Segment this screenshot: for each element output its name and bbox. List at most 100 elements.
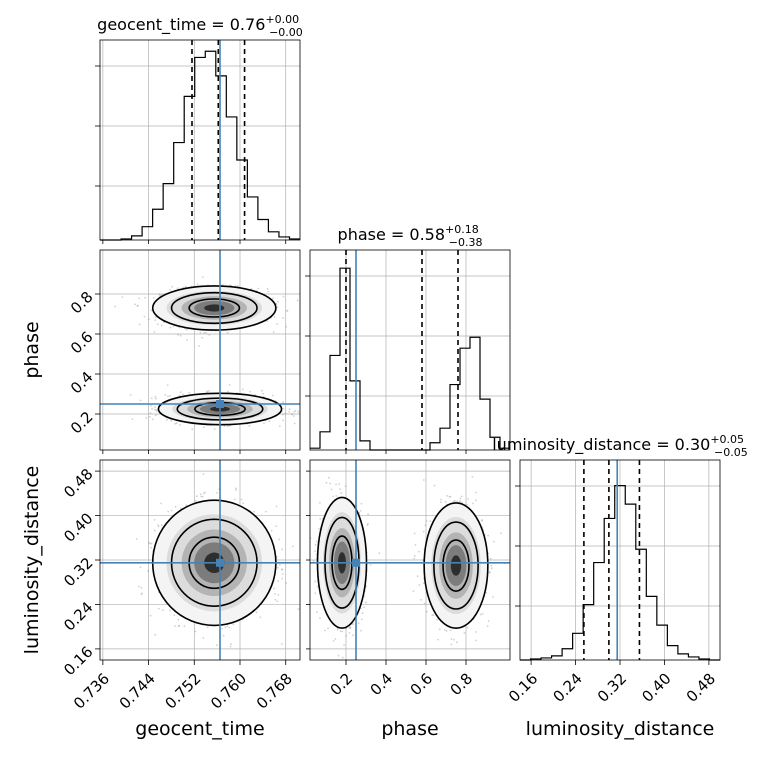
sample-point bbox=[206, 626, 209, 629]
sample-point bbox=[325, 481, 328, 484]
sample-point bbox=[262, 392, 264, 395]
sample-point bbox=[281, 568, 284, 571]
sample-point bbox=[168, 395, 171, 397]
sample-point bbox=[285, 325, 288, 328]
sample-point bbox=[332, 640, 335, 642]
sample-point bbox=[221, 627, 224, 630]
sample-point bbox=[340, 492, 343, 495]
sample-point bbox=[158, 293, 161, 296]
sample-point bbox=[176, 287, 179, 290]
sample-point bbox=[275, 525, 278, 528]
sample-point bbox=[270, 529, 273, 532]
sample-point bbox=[232, 623, 235, 626]
title-minus: −0.00 bbox=[269, 26, 303, 39]
sample-point bbox=[226, 331, 229, 334]
sample-point bbox=[138, 585, 140, 588]
hist-panel-luminosity-distance-title: luminosity_distance = 0.30+0.05 −0.05 bbox=[492, 433, 748, 459]
sample-point bbox=[148, 541, 150, 544]
sample-point bbox=[160, 524, 163, 527]
sample-point bbox=[281, 573, 284, 575]
sample-point bbox=[281, 577, 284, 580]
sample-point bbox=[166, 384, 169, 386]
sample-point bbox=[175, 422, 178, 425]
sample-point bbox=[216, 491, 218, 494]
sample-point bbox=[178, 394, 181, 397]
sample-point bbox=[459, 497, 462, 500]
sample-point bbox=[131, 418, 134, 420]
sample-point bbox=[154, 319, 157, 321]
sample-point bbox=[319, 617, 321, 620]
sample-point bbox=[156, 410, 158, 412]
scatter-panel-geocent-time-vs-phase-contour-0-1 bbox=[170, 291, 258, 325]
sample-point bbox=[145, 417, 148, 419]
hist-panel-geocent-time-frame bbox=[99, 39, 301, 241]
sample-point bbox=[228, 626, 231, 629]
sample-point bbox=[378, 552, 381, 555]
sample-point bbox=[290, 413, 293, 415]
sample-point bbox=[135, 538, 138, 540]
sample-point bbox=[114, 305, 116, 308]
sample-point bbox=[278, 425, 281, 427]
sample-point bbox=[201, 495, 204, 498]
sample-point bbox=[369, 564, 372, 566]
sample-point bbox=[292, 415, 295, 417]
sample-point bbox=[315, 540, 318, 543]
sample-point bbox=[329, 482, 332, 485]
sample-point bbox=[277, 580, 280, 582]
sample-point bbox=[177, 618, 180, 621]
sample-point bbox=[278, 563, 281, 566]
sample-point bbox=[261, 389, 263, 392]
sample-point bbox=[138, 297, 141, 300]
scatter-panel-geocent-time-vs-phase-truth-marker bbox=[216, 400, 224, 408]
sample-point bbox=[272, 297, 274, 300]
sample-point bbox=[121, 296, 124, 298]
sample-point bbox=[157, 607, 160, 610]
sample-point bbox=[292, 545, 294, 548]
sample-point bbox=[179, 334, 182, 337]
sample-point bbox=[274, 598, 277, 601]
sample-point bbox=[288, 408, 291, 411]
sample-point bbox=[275, 303, 278, 306]
sample-point bbox=[137, 304, 139, 307]
sample-point bbox=[255, 611, 258, 614]
scatter-panel-geocent-time-vs-phase-contour-0-0 bbox=[151, 285, 277, 331]
sample-point bbox=[182, 286, 185, 289]
sample-point bbox=[140, 586, 143, 589]
sample-point bbox=[157, 524, 160, 527]
sample-point bbox=[337, 654, 340, 657]
sample-point bbox=[228, 384, 231, 386]
sample-point bbox=[281, 413, 284, 416]
sample-point bbox=[363, 606, 366, 609]
sample-point bbox=[203, 332, 206, 334]
sample-point bbox=[155, 409, 158, 412]
sample-point bbox=[338, 483, 340, 485]
sample-point bbox=[202, 637, 205, 639]
sample-point bbox=[266, 287, 269, 290]
sample-point bbox=[332, 495, 335, 498]
sample-point bbox=[257, 287, 260, 290]
sample-point bbox=[471, 476, 474, 478]
sample-point bbox=[297, 410, 300, 413]
scatter-panel-geocent-time-vs-phase-frame bbox=[99, 249, 301, 451]
sample-point bbox=[184, 285, 187, 288]
sample-point bbox=[273, 587, 275, 590]
sample-point bbox=[276, 306, 279, 308]
sample-point bbox=[425, 520, 428, 522]
sample-point bbox=[153, 529, 156, 532]
sample-point bbox=[360, 502, 363, 505]
sample-point bbox=[177, 333, 180, 336]
sample-point bbox=[147, 318, 150, 321]
sample-point bbox=[154, 414, 157, 417]
sample-point bbox=[357, 622, 360, 625]
sample-point bbox=[148, 416, 151, 418]
hist-panel-phase-background bbox=[310, 250, 510, 450]
sample-point bbox=[150, 542, 153, 545]
sample-point bbox=[366, 524, 369, 527]
sample-point bbox=[213, 428, 216, 430]
sample-point bbox=[248, 424, 251, 427]
sample-point bbox=[169, 326, 172, 329]
sample-point bbox=[227, 390, 229, 393]
sample-point bbox=[264, 510, 267, 513]
sample-point bbox=[215, 644, 218, 647]
sample-point bbox=[226, 425, 229, 427]
